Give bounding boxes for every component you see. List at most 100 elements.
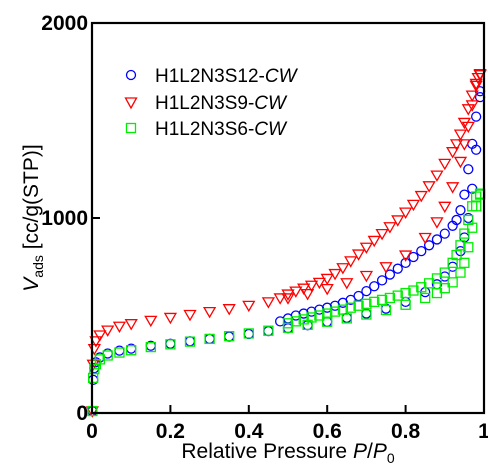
legend-entry-s6: H1L2N3S6-CW [125, 119, 288, 140]
data-point-square [314, 310, 325, 321]
data-point-triangle [430, 217, 444, 229]
legend-label-s9-suffix: CW [254, 93, 288, 114]
series-2 [87, 188, 486, 417]
data-point-triangle [391, 215, 405, 227]
legend-label-s12-suffix: CW [265, 66, 299, 87]
data-point-circle [463, 164, 474, 175]
legend-entry-s9: H1L2N3S9-CW [124, 93, 288, 114]
data-point-square [447, 277, 458, 288]
data-point-circle [204, 333, 215, 345]
data-point-square [102, 350, 113, 361]
data-point-circle [447, 220, 458, 231]
x-tick-label: 1 [478, 420, 488, 443]
legend-label-s9: H1L2N3S9-CW [155, 93, 288, 114]
x-tick-label: 0.6 [313, 420, 342, 443]
data-point-triangle [465, 90, 479, 102]
data-point-square [384, 292, 396, 304]
data-point-triangle [414, 190, 428, 203]
data-point-square [337, 304, 349, 315]
data-point-triangle [379, 262, 393, 274]
data-point-circle [275, 316, 286, 327]
data-point-triangle [430, 170, 444, 182]
data-point-square [306, 312, 317, 323]
data-point-triangle [183, 309, 197, 322]
data-point-square [322, 308, 333, 319]
data-point-square [298, 314, 309, 325]
x-tick-label: 0.4 [234, 420, 264, 443]
data-point-square [369, 296, 380, 308]
data-point-square [376, 294, 388, 306]
data-point-circle [431, 234, 443, 245]
legend-marker-square [125, 122, 137, 134]
data-point-square [439, 267, 450, 278]
data-point-circle [224, 331, 235, 342]
data-point-triangle [446, 147, 460, 159]
data-point-square [447, 257, 458, 269]
data-point-triangle [418, 232, 432, 245]
data-point-square [380, 304, 392, 316]
y-tick-label: 0 [76, 402, 88, 425]
data-point-square [408, 285, 419, 296]
data-point-triangle [457, 117, 472, 130]
data-point-square [463, 214, 474, 226]
data-point-square [392, 290, 403, 301]
data-point-square [459, 228, 470, 239]
data-point-square [145, 341, 156, 353]
data-point-triangle [320, 283, 334, 296]
data-point-square [439, 283, 450, 294]
data-point-triangle [163, 312, 178, 325]
x-axis-title-var: P [353, 440, 367, 463]
data-point-triangle [344, 256, 358, 268]
data-point-triangle [144, 315, 158, 328]
data-point-square [290, 316, 301, 327]
series-0 [87, 86, 486, 417]
data-point-triangle [398, 207, 413, 219]
data-point-square [361, 309, 372, 320]
x-axis-title-slash: / [367, 440, 373, 463]
data-point-triangle [453, 129, 468, 141]
data-point-square [204, 333, 215, 345]
legend-marker-circle [125, 69, 137, 81]
series-1 [85, 69, 487, 418]
data-point-square [420, 292, 431, 304]
data-point-square [184, 336, 196, 347]
data-points-layer [85, 69, 487, 418]
data-point-circle [455, 205, 466, 216]
y-axis-title-rest: [cc/g(STP)] [20, 144, 43, 255]
legend-label-s6-suffix: CW [254, 119, 288, 140]
data-point-triangle [446, 182, 460, 194]
data-point-circle [165, 338, 176, 349]
data-point-circle [400, 257, 411, 269]
data-point-circle [439, 228, 450, 239]
data-point-triangle [449, 139, 464, 151]
data-point-square [329, 306, 341, 317]
data-point-triangle [422, 181, 436, 193]
data-point-triangle [398, 250, 413, 262]
data-point-triangle [383, 222, 397, 234]
data-point-square [459, 257, 470, 269]
y-axis-title-var: V [20, 276, 43, 292]
data-point-triangle [202, 306, 217, 319]
legend: H1L2N3S12-CW H1L2N3S9-CW H1L2N3S6-CW [124, 66, 299, 140]
legend-label-s12-name: H1L2N3S12- [155, 66, 265, 87]
data-point-triangle [124, 319, 138, 331]
data-point-triangle [367, 235, 381, 248]
data-point-square [471, 191, 482, 202]
y-tick-label: 1000 [41, 207, 88, 230]
data-point-square [224, 331, 235, 342]
data-point-triangle [89, 336, 103, 348]
data-point-circle [376, 275, 388, 286]
data-point-square [455, 240, 466, 251]
data-point-square [165, 339, 176, 350]
x-axis-title-var2: P [373, 440, 387, 463]
data-point-square [345, 302, 356, 313]
data-point-triangle [375, 228, 389, 241]
data-point-triangle [336, 263, 350, 275]
y-axis-title: Vads [cc/g(STP)] [20, 144, 46, 291]
data-point-square [400, 299, 411, 310]
data-point-square [243, 328, 254, 339]
x-tick-label: 0.8 [391, 420, 421, 443]
data-point-circle [384, 269, 396, 280]
legend-marker-triangle [124, 97, 138, 110]
data-point-triangle [469, 80, 483, 93]
